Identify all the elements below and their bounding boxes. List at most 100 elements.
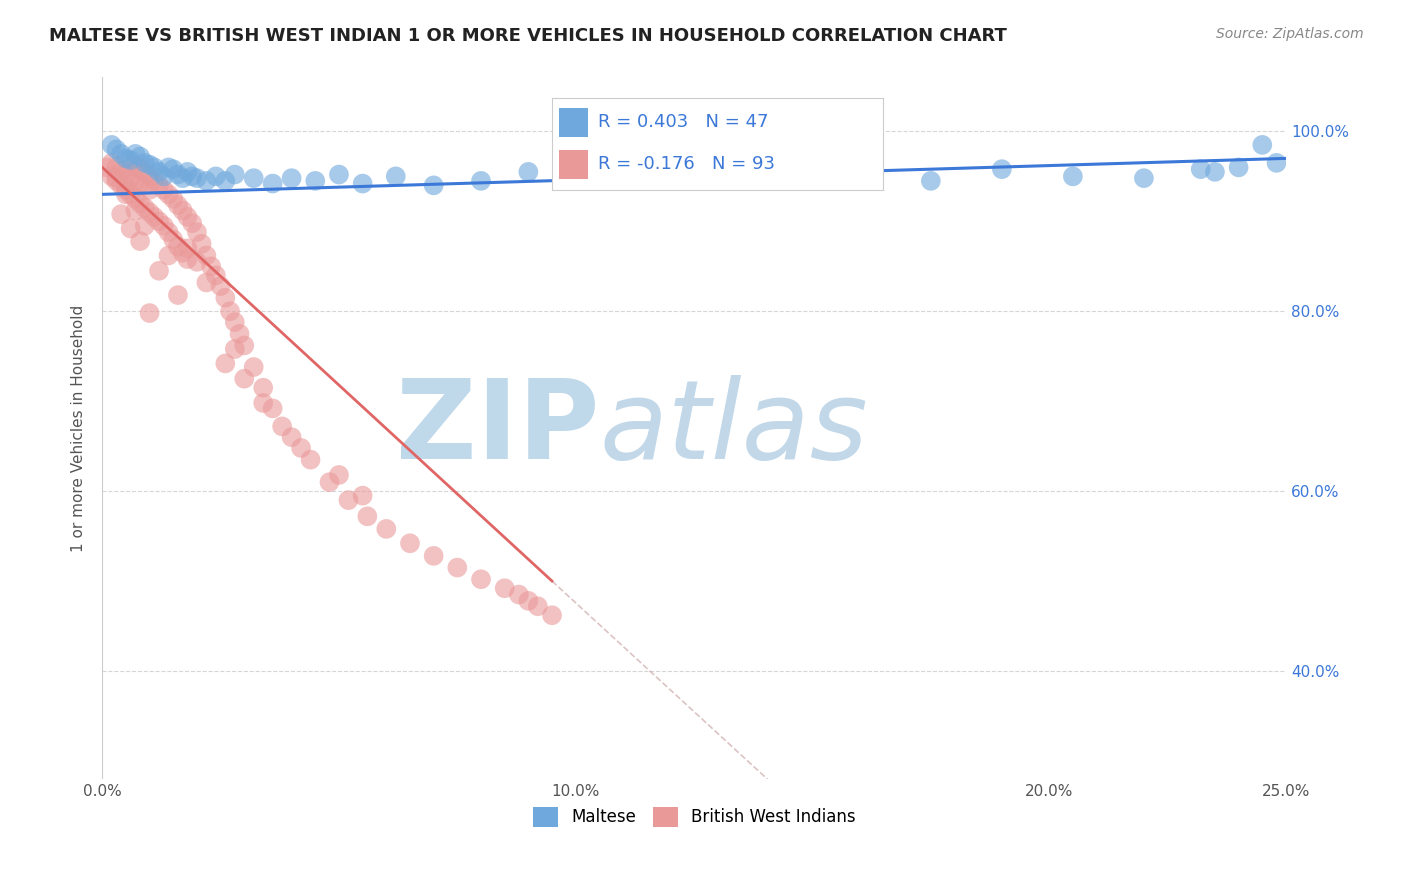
Point — [176, 165, 198, 179]
Point — [115, 168, 138, 182]
Point — [328, 168, 350, 182]
Point — [186, 171, 208, 186]
Point — [224, 168, 246, 182]
Point — [636, 174, 658, 188]
Point — [134, 156, 156, 170]
Point — [1133, 171, 1156, 186]
Point — [252, 381, 274, 395]
Point — [422, 178, 444, 193]
Point — [167, 168, 190, 182]
Point — [138, 205, 160, 219]
Point — [162, 192, 184, 206]
Point — [214, 356, 236, 370]
Point — [399, 536, 422, 550]
Point — [205, 169, 228, 184]
Point — [224, 315, 246, 329]
Point — [564, 171, 586, 186]
Point — [148, 165, 170, 179]
Point — [148, 178, 170, 193]
Point — [262, 177, 284, 191]
Point — [152, 219, 174, 233]
Point — [167, 198, 190, 212]
Point — [157, 248, 180, 262]
Point — [1227, 161, 1250, 175]
Point — [1265, 156, 1288, 170]
Point — [271, 419, 294, 434]
Point — [124, 147, 146, 161]
Point — [1062, 169, 1084, 184]
Point — [134, 201, 156, 215]
Point — [129, 162, 152, 177]
Point — [115, 180, 138, 194]
Point — [224, 342, 246, 356]
Point — [242, 359, 264, 374]
Point — [115, 183, 138, 197]
Point — [124, 174, 146, 188]
Point — [134, 165, 156, 179]
Point — [105, 171, 128, 186]
Point — [920, 174, 942, 188]
Point — [195, 174, 218, 188]
Point — [138, 158, 160, 172]
Point — [172, 203, 194, 218]
Point — [120, 161, 142, 175]
Point — [706, 165, 728, 179]
Point — [129, 196, 152, 211]
Point — [157, 161, 180, 175]
Point — [262, 401, 284, 416]
Point — [991, 162, 1014, 177]
Point — [110, 207, 132, 221]
Point — [100, 169, 122, 184]
Point — [328, 467, 350, 482]
Point — [541, 608, 564, 623]
Point — [1189, 162, 1212, 177]
Point — [148, 214, 170, 228]
Point — [195, 248, 218, 262]
Point — [176, 210, 198, 224]
Point — [120, 221, 142, 235]
Point — [162, 162, 184, 177]
Point — [124, 159, 146, 173]
Point — [214, 291, 236, 305]
Point — [209, 279, 232, 293]
Point — [195, 276, 218, 290]
Point — [176, 241, 198, 255]
Point — [129, 234, 152, 248]
Point — [100, 156, 122, 170]
Point — [205, 268, 228, 283]
Point — [214, 174, 236, 188]
Point — [143, 210, 166, 224]
Point — [157, 187, 180, 202]
Point — [172, 245, 194, 260]
Point — [96, 161, 118, 175]
Point — [143, 174, 166, 188]
Point — [186, 225, 208, 239]
Point — [120, 153, 142, 168]
Point — [375, 522, 398, 536]
Point — [105, 142, 128, 156]
Point — [384, 169, 406, 184]
Point — [508, 588, 530, 602]
Point — [517, 165, 540, 179]
Point — [352, 489, 374, 503]
Point — [181, 216, 204, 230]
Point — [446, 560, 468, 574]
Point — [318, 475, 340, 490]
Point — [172, 171, 194, 186]
Point — [167, 288, 190, 302]
Point — [134, 178, 156, 193]
Point — [100, 137, 122, 152]
Point — [167, 239, 190, 253]
Point — [1251, 137, 1274, 152]
Point — [138, 183, 160, 197]
Point — [299, 452, 322, 467]
Point — [105, 161, 128, 175]
Point — [190, 236, 212, 251]
Point — [422, 549, 444, 563]
Point — [162, 232, 184, 246]
Point — [494, 581, 516, 595]
Point — [304, 174, 326, 188]
Point — [138, 306, 160, 320]
Point — [143, 161, 166, 175]
Point — [470, 174, 492, 188]
